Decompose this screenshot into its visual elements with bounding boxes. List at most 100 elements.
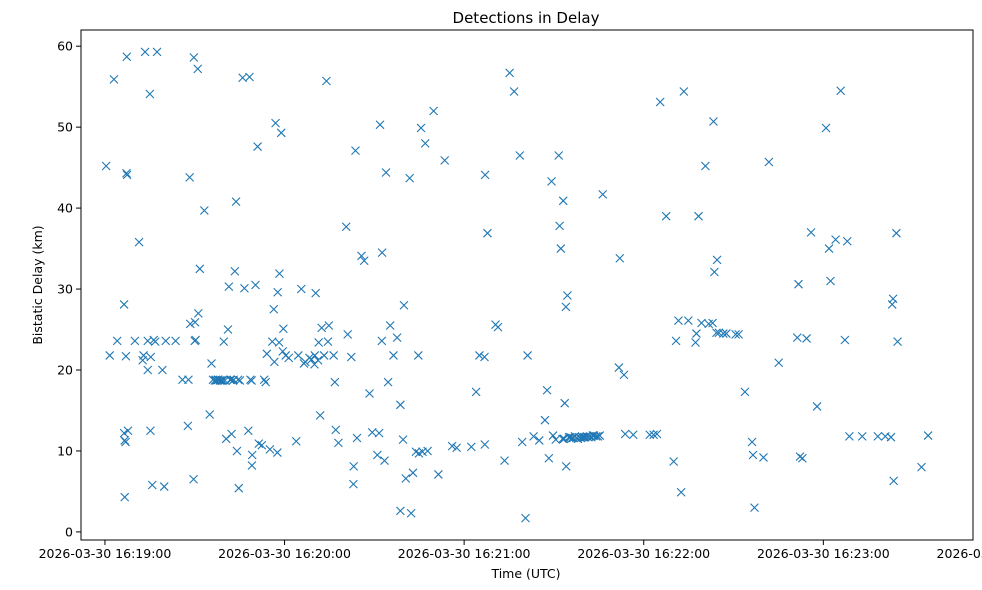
data-point (480, 352, 489, 362)
data-point (374, 428, 384, 438)
data-point (759, 453, 768, 462)
data-point (542, 385, 552, 395)
data-point (712, 255, 722, 265)
data-point (217, 376, 227, 385)
y-tick-label: 40 (57, 201, 73, 216)
data-point (676, 487, 686, 497)
data-point (515, 151, 525, 160)
data-point (598, 189, 608, 199)
data-point (556, 244, 566, 253)
data-point (480, 170, 490, 180)
data-point (812, 402, 822, 411)
data-point (392, 333, 402, 343)
chart-title: Detections in Delay (453, 9, 600, 27)
data-point (343, 329, 353, 339)
data-point (395, 400, 405, 410)
data-point (185, 319, 195, 329)
data-point (731, 329, 741, 339)
data-point (119, 428, 129, 438)
y-tick-label: 20 (57, 363, 73, 378)
data-point (359, 256, 369, 266)
data-point (223, 325, 233, 334)
data-point (291, 436, 301, 446)
data-point (694, 211, 703, 221)
data-point (225, 375, 235, 385)
data-point (480, 440, 490, 449)
data-point (346, 352, 356, 362)
data-point (840, 335, 850, 345)
data-point (619, 370, 629, 380)
plot-frame (80, 29, 974, 541)
data-point (595, 431, 605, 440)
y-tick-label: 0 (65, 524, 73, 539)
data-point (544, 453, 554, 463)
data-point (652, 429, 662, 439)
data-point (747, 437, 757, 447)
data-point (243, 426, 253, 436)
data-point (140, 47, 150, 57)
data-point (365, 389, 374, 398)
data-point (183, 421, 193, 431)
data-point (380, 456, 389, 466)
data-point (416, 123, 426, 133)
data-point (423, 446, 433, 456)
data-point (923, 431, 933, 440)
data-point (193, 308, 203, 318)
y-tick-label: 10 (57, 443, 73, 458)
data-point (357, 251, 366, 261)
data-point (232, 446, 242, 456)
data-point (150, 337, 160, 347)
data-point (836, 86, 846, 96)
data-point (190, 317, 200, 327)
data-point (226, 375, 236, 385)
data-point (691, 338, 700, 347)
data-point (231, 197, 241, 207)
data-point (683, 316, 693, 326)
data-point (191, 335, 201, 345)
data-point (122, 168, 131, 178)
data-point (146, 426, 155, 436)
data-point (122, 170, 132, 180)
data-point (315, 410, 325, 420)
data-point (398, 435, 408, 445)
data-point (547, 176, 556, 186)
data-point (377, 336, 387, 346)
data-point (429, 106, 438, 116)
data-point (718, 329, 728, 338)
data-point (649, 430, 659, 440)
data-point (121, 437, 130, 447)
x-tick-label: 2026-03-30 16:22:00 (577, 546, 710, 561)
data-point (521, 513, 530, 523)
data-point (593, 431, 603, 441)
data-point (101, 161, 111, 171)
data-point (381, 168, 391, 177)
data-point (234, 483, 244, 493)
data-point (230, 266, 240, 276)
data-point (272, 448, 282, 457)
data-point (401, 474, 411, 483)
data-point (269, 304, 279, 314)
data-point (554, 151, 564, 160)
data-point (123, 426, 133, 436)
data-point (517, 437, 527, 447)
data-point (146, 352, 156, 362)
data-point (112, 336, 122, 346)
data-point (253, 142, 262, 151)
data-point (548, 431, 558, 440)
data-point (701, 161, 710, 171)
data-point (109, 74, 119, 84)
data-point (311, 288, 321, 298)
data-point (269, 357, 279, 367)
data-point (917, 462, 926, 472)
data-point (375, 120, 385, 130)
data-point (134, 237, 144, 247)
data-point (152, 47, 162, 57)
data-point (493, 322, 503, 332)
data-point (245, 72, 254, 82)
data-point (802, 334, 811, 343)
data-point (145, 89, 155, 99)
data-points (101, 47, 933, 523)
data-point (278, 324, 288, 334)
data-point (247, 376, 257, 385)
data-point (158, 365, 167, 375)
